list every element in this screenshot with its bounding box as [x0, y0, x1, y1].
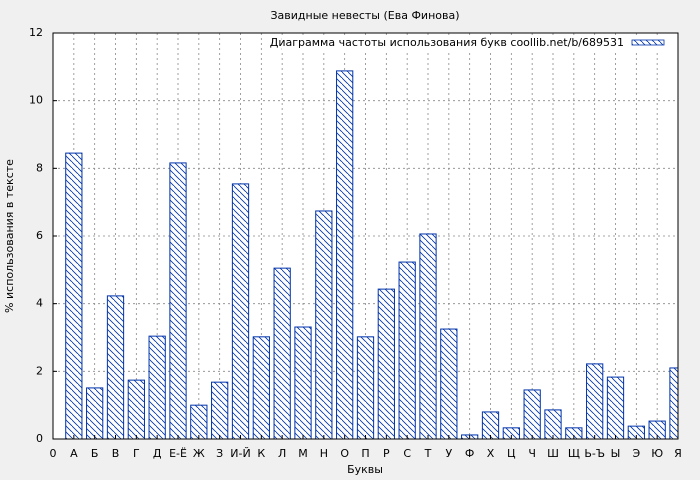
- x-tick-label: Х: [487, 447, 495, 460]
- legend-swatch: [631, 39, 665, 46]
- bar: [106, 295, 125, 439]
- x-tick-label: Ь-Ъ: [584, 447, 605, 460]
- x-tick-label: Ф: [465, 447, 474, 460]
- bar: [586, 363, 604, 439]
- x-tick-label: У: [445, 447, 452, 460]
- bar: [273, 267, 291, 439]
- x-tick-label: Л: [278, 447, 286, 460]
- x-axis-label: Буквы: [347, 463, 383, 476]
- x-tick-label: В: [112, 447, 120, 460]
- bar: [481, 411, 500, 439]
- x-tick-label: Р: [383, 447, 390, 460]
- bar: [398, 261, 416, 439]
- bar: [356, 336, 375, 439]
- bar: [294, 326, 312, 439]
- bar: [86, 387, 104, 439]
- bar: [231, 183, 250, 439]
- legend-label: Диаграмма частоты использования букв coo…: [270, 36, 624, 49]
- legend: Диаграмма частоты использования букв coo…: [270, 35, 676, 51]
- x-tick-label: 0: [50, 447, 57, 460]
- bar: [606, 376, 625, 439]
- bar: [440, 328, 458, 439]
- x-tick-label: Э: [632, 447, 640, 460]
- bar: [544, 409, 562, 439]
- x-tick-label: Б: [91, 447, 99, 460]
- x-tick-label: Ы: [611, 447, 621, 460]
- x-tick-label: Щ: [568, 447, 580, 460]
- x-tick-label: Е-Ё: [169, 447, 187, 460]
- x-tick-label: Я: [674, 447, 682, 460]
- x-tick-label: О: [340, 447, 349, 460]
- bar: [169, 162, 187, 439]
- x-tick-label: И-Й: [230, 447, 250, 460]
- bar: [627, 425, 645, 439]
- y-tick-label: 6: [36, 229, 43, 242]
- bar: [65, 152, 83, 439]
- y-tick-label: 4: [36, 297, 43, 310]
- bar: [190, 404, 208, 439]
- x-tick-label: Ш: [547, 447, 559, 460]
- bar: [127, 379, 145, 439]
- bar: [211, 381, 229, 439]
- y-tick-label: 12: [29, 26, 43, 39]
- bar: [148, 335, 166, 439]
- bar: [669, 367, 678, 439]
- x-tick-label: Д: [153, 447, 162, 460]
- x-tick-label: Ц: [507, 447, 516, 460]
- x-tick-label: С: [403, 447, 411, 460]
- y-tick-label: 8: [36, 161, 43, 174]
- x-tick-label: К: [257, 447, 265, 460]
- bar: [419, 233, 437, 439]
- x-tick-label: Ж: [193, 447, 205, 460]
- bar: [315, 210, 333, 439]
- x-tick-label: А: [70, 447, 78, 460]
- y-tick-label: 2: [36, 364, 43, 377]
- bar: [252, 336, 270, 439]
- y-tick-label: 10: [29, 94, 43, 107]
- y-axis-label: % использования в тексте: [3, 159, 16, 313]
- x-tick-label: Н: [320, 447, 328, 460]
- x-tick-label: Ю: [651, 447, 663, 460]
- x-tick-label: Г: [133, 447, 140, 460]
- bar: [336, 70, 354, 439]
- x-tick-label: М: [298, 447, 308, 460]
- x-tick-label: П: [361, 447, 369, 460]
- bar: [377, 288, 395, 439]
- legend-box: [282, 35, 676, 51]
- bar: [523, 389, 541, 439]
- x-tick-label: Ч: [528, 447, 536, 460]
- x-tick-label: З: [216, 447, 223, 460]
- y-tick-label: 0: [36, 432, 43, 445]
- x-tick-label: Т: [424, 447, 432, 460]
- chart-title: Завидные невесты (Ева Финова): [270, 9, 459, 22]
